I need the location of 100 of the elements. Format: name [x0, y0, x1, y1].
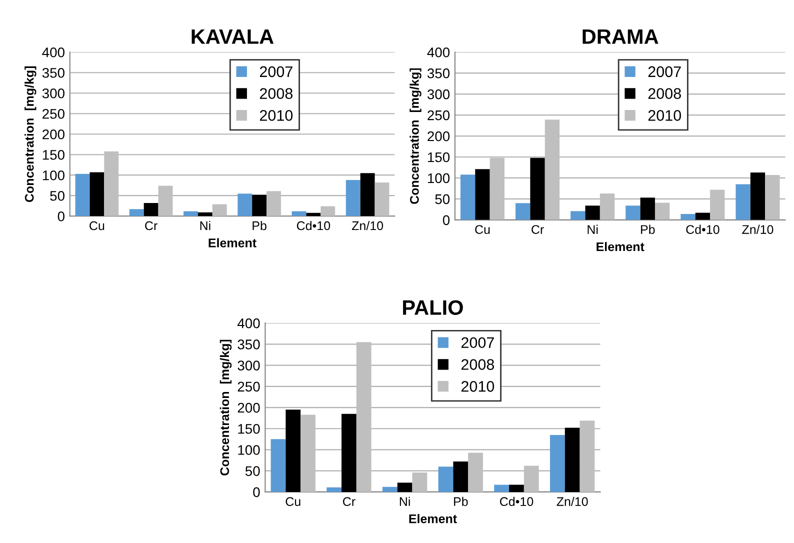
- bar: [626, 206, 640, 220]
- bar: [765, 175, 780, 220]
- y-tick-label: 200: [238, 402, 260, 413]
- y-tick-label: 50: [245, 466, 260, 476]
- x-tick-label: Zn/10: [556, 496, 588, 506]
- x-tick-label: Pb: [454, 496, 468, 506]
- x-tick-label: Zn/10: [742, 224, 774, 234]
- bar: [397, 482, 412, 492]
- bar: [710, 190, 725, 220]
- x-tick-label: Cd•10: [686, 224, 720, 234]
- bar: [640, 198, 655, 220]
- bar: [306, 212, 321, 216]
- x-tick-label: Cu: [475, 225, 490, 234]
- y-tick-label: 100: [428, 173, 450, 184]
- y-tick-label: 100: [42, 170, 64, 180]
- y-tick-label: 100: [238, 445, 260, 455]
- bar: [475, 169, 490, 220]
- bar: [600, 193, 615, 220]
- x-tick-label: Ni: [200, 220, 210, 230]
- x-tick-label: Ni: [588, 224, 598, 234]
- y-tick-label: 50: [435, 194, 450, 204]
- x-tick-label: Cd•10: [500, 496, 534, 506]
- chart-title: PALIO: [403, 300, 463, 315]
- bar: [346, 180, 360, 216]
- y-tick-label: 50: [50, 190, 64, 201]
- bar: [530, 158, 545, 220]
- bar: [90, 172, 104, 216]
- x-axis-title: Element: [596, 242, 644, 252]
- bar: [342, 414, 356, 492]
- y-tick-label: 0: [253, 487, 260, 498]
- y-tick-label: 150: [238, 424, 260, 434]
- x-tick-label: Ni: [400, 496, 410, 506]
- bar: [524, 466, 539, 492]
- y-tick-label: 300: [427, 89, 450, 100]
- bar: [695, 212, 710, 220]
- legend-label: 2007: [461, 337, 494, 348]
- bar: [654, 202, 670, 220]
- legend-label: 2008: [461, 359, 494, 370]
- x-tick-label: Cr: [145, 221, 158, 230]
- bar: [468, 452, 483, 492]
- bar: [736, 184, 750, 220]
- y-tick-label: 0: [58, 211, 64, 222]
- bar: [270, 439, 286, 492]
- bar: [564, 428, 580, 492]
- legend-label: 2007: [260, 66, 292, 78]
- bar: [374, 182, 390, 216]
- y-tick-label: 350: [42, 68, 64, 78]
- bar: [460, 174, 476, 220]
- x-tick-label: Cr: [343, 497, 356, 506]
- bar: [570, 211, 586, 220]
- bar: [104, 151, 119, 216]
- bar: [326, 487, 342, 492]
- y-tick-label: 0: [442, 215, 450, 226]
- y-axis-title: Concentration [mg/kg]: [220, 340, 232, 476]
- y-tick-label: 350: [427, 68, 450, 78]
- bar: [266, 191, 281, 216]
- x-tick-label: Cr: [532, 225, 544, 234]
- bar: [585, 206, 600, 220]
- y-tick-label: 200: [42, 129, 64, 140]
- bar: [198, 212, 212, 216]
- x-tick-label: Cu: [286, 497, 300, 506]
- bar: [580, 420, 595, 492]
- bar: [252, 194, 267, 216]
- bar: [509, 484, 524, 492]
- y-axis-title: Concentration [mg/kg]: [410, 68, 422, 204]
- legend-label: 2010: [461, 381, 494, 392]
- bar: [286, 410, 301, 492]
- legend-label: 2008: [260, 88, 293, 99]
- y-tick-label: 400: [427, 47, 450, 58]
- bar: [438, 466, 454, 492]
- bar: [490, 158, 505, 220]
- chart-title: KAVALA: [192, 29, 274, 44]
- legend-label: 2010: [260, 110, 293, 121]
- bar: [300, 414, 316, 492]
- bar: [516, 203, 530, 220]
- x-tick-label: Pb: [252, 220, 266, 230]
- y-tick-label: 150: [428, 152, 450, 162]
- bar: [184, 211, 198, 216]
- y-tick-label: 250: [42, 108, 64, 119]
- x-axis-title: Element: [409, 514, 457, 524]
- y-tick-label: 150: [42, 150, 64, 160]
- bar: [356, 342, 372, 492]
- x-tick-label: Cd•10: [296, 220, 330, 230]
- bar: [292, 211, 306, 216]
- bar: [494, 484, 510, 492]
- bar: [158, 186, 173, 216]
- x-axis-title: Element: [208, 238, 256, 248]
- bar: [382, 486, 398, 492]
- chart-title: DRAMA: [582, 29, 658, 44]
- x-tick-label: Zn/10: [352, 220, 384, 230]
- bar: [238, 194, 252, 216]
- bar: [412, 472, 428, 492]
- y-tick-label: 300: [238, 360, 260, 370]
- y-tick-label: 350: [238, 340, 260, 350]
- y-tick-label: 400: [42, 47, 64, 58]
- bar: [129, 209, 144, 216]
- bar: [550, 434, 565, 492]
- y-tick-label: 250: [428, 110, 450, 120]
- legend-label: 2007: [648, 66, 681, 78]
- y-tick-label: 400: [237, 318, 260, 328]
